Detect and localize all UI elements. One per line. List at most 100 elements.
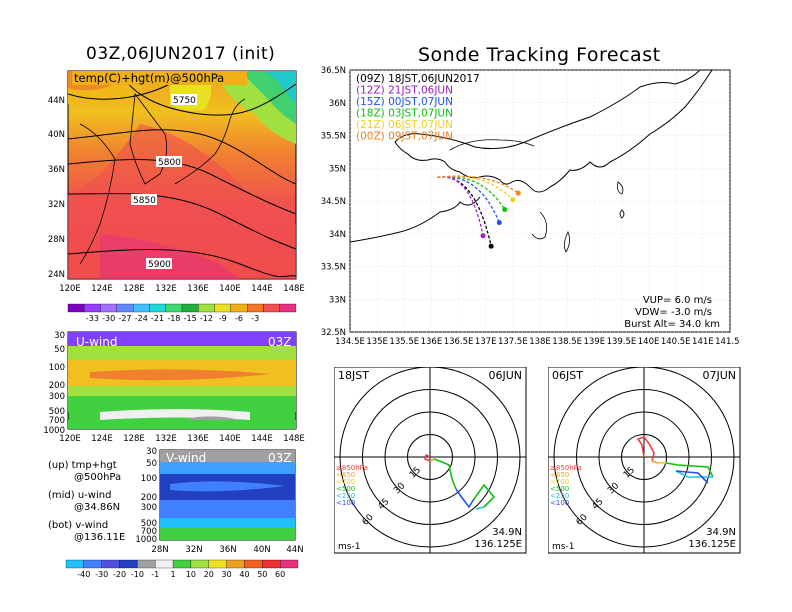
landing-point	[510, 197, 516, 203]
vwind-time: 03Z	[268, 451, 292, 465]
lon-tick: 141.5E	[715, 337, 740, 347]
lon-tick: 137.5E	[498, 337, 528, 347]
lon-tick: 128E	[123, 284, 145, 294]
colorbar-segment	[246, 303, 264, 313]
colorbar-segment	[280, 559, 299, 569]
lon-tick: 134.5E	[335, 337, 365, 347]
colorbar-tick: -10	[131, 570, 144, 579]
hodo-date: 06JUN	[488, 369, 522, 382]
colorbar-segment	[214, 303, 232, 313]
p-tick: 700	[140, 527, 157, 537]
note-line: @136.11E	[74, 532, 126, 543]
hodo-lat: 34.9N	[706, 527, 736, 538]
colorbar-tick: 30	[222, 570, 232, 579]
lat-tick: 40N	[48, 130, 65, 140]
colorbar-tick: -21	[151, 314, 164, 323]
colorbar-segment	[84, 303, 101, 313]
lon-tick: 120E	[59, 284, 81, 294]
colorbar-segment	[165, 303, 183, 313]
hodo-legend-item: <500	[336, 485, 355, 493]
landing-point	[496, 220, 502, 226]
contour-label: 5900	[148, 260, 171, 270]
track-map: 36.5N 36N 35.5N 35N 34.5N 34N 33.5N 33N 32.5N 13…	[321, 66, 740, 347]
hodo-trace	[424, 453, 431, 462]
colorbar-segment	[116, 303, 134, 313]
lon-tick: 148E	[283, 434, 305, 444]
colorbar-segment	[262, 559, 281, 569]
hodo-trace	[651, 460, 659, 464]
lon-tick: 124E	[91, 284, 113, 294]
lat-tick: 44N	[286, 545, 303, 554]
lat-tick: 32N	[185, 545, 202, 554]
colorbar-segment	[65, 559, 84, 569]
lon-tick: 136E	[421, 337, 443, 347]
hodo-unit: ms-1	[552, 542, 574, 552]
hodo-trace	[429, 458, 435, 462]
colorbar-tick: -20	[113, 570, 126, 579]
colorbar-tick: -18	[167, 314, 180, 323]
lon-tick: 140E	[219, 434, 241, 444]
note-mid: (mid) u-wind @34.86N	[48, 490, 143, 514]
lon-tick: 124E	[91, 434, 113, 444]
launch-legend-item: (21Z) 06JST,07JUN	[356, 119, 453, 131]
lat-tick: 35N	[329, 164, 346, 174]
colorbar-tick: -27	[118, 314, 131, 323]
p-tick: 200	[140, 493, 157, 503]
hodo-lat: 34.9N	[492, 527, 522, 538]
hodo-trace	[675, 470, 709, 484]
p-tick: 1000	[43, 426, 65, 436]
colorbar-segment	[279, 303, 297, 313]
temp-colorbar: -33 -30 -27 -24 -21 -18 -15 -12 -9 -6 -3	[67, 303, 297, 323]
note-bot: (bot) v-wind @136.11E	[48, 520, 143, 544]
colorbar-segment	[155, 559, 174, 569]
colorbar-segment	[230, 303, 248, 313]
lon-tick: 141E	[692, 337, 714, 347]
colorbar-tick: -1	[151, 570, 159, 579]
lat-tick: 32.5N	[321, 328, 346, 338]
p-tick: 100	[140, 474, 157, 484]
lat-tick: 34.5N	[321, 197, 346, 207]
hodo-legend-item: <850	[336, 471, 355, 479]
colorbar-tick: -30	[95, 570, 108, 579]
landing-point	[488, 243, 494, 249]
hodo-trace	[675, 470, 713, 478]
hodo-lon: 136.125E	[474, 539, 522, 550]
burst-alt-text: Burst Alt= 34.0 km	[624, 319, 720, 330]
lon-tick: 137E	[475, 337, 497, 347]
colorbar-segment	[67, 303, 85, 313]
colorbar-tick: 1	[171, 570, 176, 579]
lon-tick: 120E	[59, 434, 81, 444]
hodo-legend-item: <250	[550, 492, 569, 500]
lat-tick: 32N	[48, 200, 65, 210]
lat-tick: 36N	[329, 99, 346, 109]
p-tick: 100	[49, 363, 65, 373]
panel-notes: (up) tmp+hgt @500hPa (mid) u-wind @34.86…	[48, 460, 143, 544]
lat-tick: 36N	[48, 165, 65, 175]
lat-tick: 35.5N	[321, 132, 346, 142]
wind-colorbar: -40 -30 -20 -10 -1 1 10 20 30 40 50 60	[65, 559, 299, 579]
lon-tick: 139E	[583, 337, 605, 347]
colorbar-segment	[100, 303, 118, 313]
colorbar-tick: -12	[200, 314, 213, 323]
hodo-trace	[433, 458, 457, 490]
colorbar-tick: -9	[219, 314, 227, 323]
lat-tick: 36N	[219, 545, 236, 554]
hodo-legend-item: ≥850hPa	[336, 464, 368, 472]
p-tick: 500	[49, 407, 65, 417]
colorbar-segment	[181, 303, 199, 313]
colorbar-segment	[137, 559, 156, 569]
vwind-panel: V-wind 03Z 28N 32N 36N 40N 44N	[151, 449, 304, 554]
lat-tick: 33N	[329, 295, 346, 305]
hodo-legend-item: <250	[336, 492, 355, 500]
note-up: (up) tmp+hgt @500hPa	[48, 460, 143, 484]
landing-point	[480, 233, 486, 239]
hodo-legend-item: <100	[336, 499, 355, 507]
contour-label: 5800	[158, 158, 181, 168]
lat-tick: 24N	[48, 270, 65, 280]
colorbar-tick: 20	[204, 570, 214, 579]
contour-label: 5850	[133, 196, 156, 206]
colorbar-segment	[244, 559, 263, 569]
colorbar-tick: 40	[239, 570, 249, 579]
note-line: (up) tmp+hgt	[48, 460, 117, 471]
